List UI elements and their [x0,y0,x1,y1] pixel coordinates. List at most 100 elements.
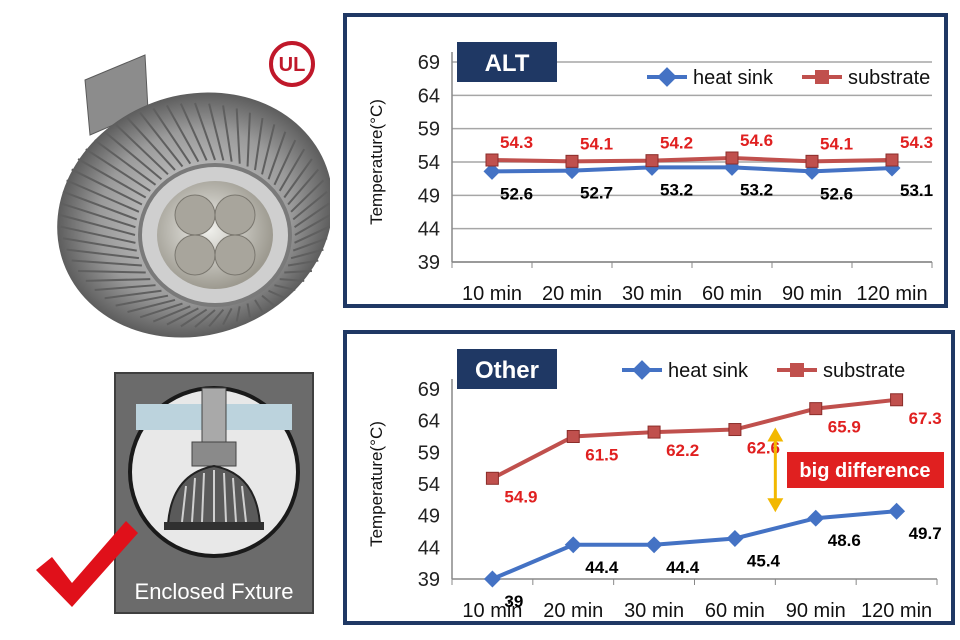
data-point-heat-sink [645,536,663,554]
x-tick-label: 30 min [622,283,682,304]
data-point-substrate [645,154,659,168]
data-label-heat-sink: 44.4 [585,558,619,577]
y-tick-label: 59 [418,119,440,141]
chart-title: ALT [485,50,530,77]
data-label-heat-sink: 48.6 [828,531,861,550]
y-tick-label: 39 [418,569,440,591]
y-tick-label: 64 [418,411,440,433]
x-tick-label: 90 min [782,283,842,304]
data-point-heat-sink [483,162,501,180]
y-tick-label: 49 [418,506,440,528]
y-tick-label: 54 [418,152,440,174]
data-label-heat-sink: 49.7 [909,524,942,543]
y-tick-label: 44 [418,537,440,559]
series-line-heat-sink [491,165,893,174]
ul-certification-icon: UL [269,41,315,87]
series-line-substrate [491,155,893,164]
data-point-substrate [566,430,580,443]
data-label-heat-sink: 52.6 [500,184,533,203]
y-tick-label: 49 [418,185,440,207]
chart-panel-other: 39 44 49 54 59 64 69 10 min 20 min 30 min 60 min 90… [343,330,955,625]
data-label-substrate: 61.5 [585,446,618,465]
x-tick-label: 20 min [543,600,603,621]
enclosed-fixture-label: Enclosed Fxture [134,579,294,604]
data-point-heat-sink [807,509,825,527]
data-point-heat-sink [564,536,582,554]
y-tick-label: 39 [418,252,440,274]
data-label-substrate: 62.2 [666,441,699,460]
data-label-heat-sink: 53.2 [660,180,693,199]
chart-other: 39 44 49 54 59 64 69 10 min 20 min 30 min 60 min 90… [367,349,944,621]
x-tick-label: 60 min [702,283,762,304]
data-label-heat-sink: 44.4 [666,558,700,577]
series-line-heat-sink [491,509,897,581]
data-point-substrate [485,153,499,167]
annotation-box [787,452,944,488]
data-point-heat-sink [483,570,501,588]
chart-title-box [457,349,557,389]
x-tick-label: 10 min [462,600,522,621]
data-point-substrate [885,153,899,167]
legend-marker-heat-sink [657,67,677,87]
legend-marker-heat-sink [632,360,652,380]
data-label-substrate: 54.2 [660,134,693,153]
data-label-substrate: 54.1 [580,134,613,153]
data-label-substrate: 65.9 [828,418,861,437]
data-label-heat-sink: 52.7 [580,184,613,203]
y-tick-label: 64 [418,85,440,107]
data-label-substrate: 54.6 [740,131,773,150]
data-point-substrate [805,154,819,168]
legend-label-heat-sink: heat sink [693,67,774,89]
data-label-heat-sink: 52.6 [820,184,853,203]
annotation-label: big difference [799,460,930,482]
data-point-substrate [647,425,661,439]
data-point-substrate [485,471,499,485]
legend-label-substrate: substrate [848,67,930,89]
data-label-heat-sink: 53.1 [900,181,933,200]
data-label-substrate: 62.6 [747,439,780,458]
y-axis-label: Temperature(°C) [367,421,386,547]
data-point-substrate [890,393,904,407]
x-tick-label: 10 min [462,283,522,304]
y-tick-label: 69 [418,52,440,74]
enclosed-fixture-icon: Enclosed Fxture [114,372,314,614]
ul-mark-text: UL [279,54,306,76]
data-label-substrate: 54.3 [500,133,533,152]
series-line-substrate [491,397,897,481]
y-axis-label: Temperature(°C) [367,99,386,225]
data-label-substrate: 54.9 [504,487,537,506]
data-label-substrate: 54.1 [820,134,853,153]
data-point-substrate [728,423,742,437]
y-tick-label: 59 [418,442,440,464]
legend-label-heat-sink: heat sink [668,360,749,382]
data-label-heat-sink: 53.2 [740,180,773,199]
y-tick-label: 44 [418,219,440,241]
x-tick-label: 60 min [705,600,765,621]
chart-alt: 39 44 49 54 59 64 69 10 min 20 min 30 min 60 min 90… [367,42,933,304]
data-label-heat-sink: 45.4 [747,551,781,570]
annotation-arrow-head-top [767,427,784,442]
annotation-arrow-head-bottom [767,498,784,513]
data-point-heat-sink [888,502,906,520]
x-tick-label: 120 min [861,600,932,621]
x-tick-label: 30 min [624,600,684,621]
x-tick-label: 120 min [856,283,927,304]
data-label-substrate: 54.3 [900,133,933,152]
data-label-substrate: 67.3 [909,409,942,428]
x-tick-label: 90 min [786,600,846,621]
data-point-substrate [809,402,823,416]
led-lamp-image [57,54,330,338]
data-point-heat-sink [726,529,744,547]
y-tick-label: 54 [418,474,440,496]
legend-marker-substrate [790,363,804,377]
legend-marker-substrate [815,70,829,84]
chart-panel-alt: 39 44 49 54 59 64 69 10 min 20 min 30 min 60 min 90… [343,13,948,308]
checkmark-icon [36,521,138,607]
data-point-substrate [565,154,579,168]
legend-label-substrate: substrate [823,360,905,382]
y-tick-label: 69 [418,379,440,401]
x-tick-label: 20 min [542,283,602,304]
data-point-substrate [725,151,739,165]
data-label-heat-sink: 39 [504,592,523,611]
chart-title: Other [475,357,539,384]
